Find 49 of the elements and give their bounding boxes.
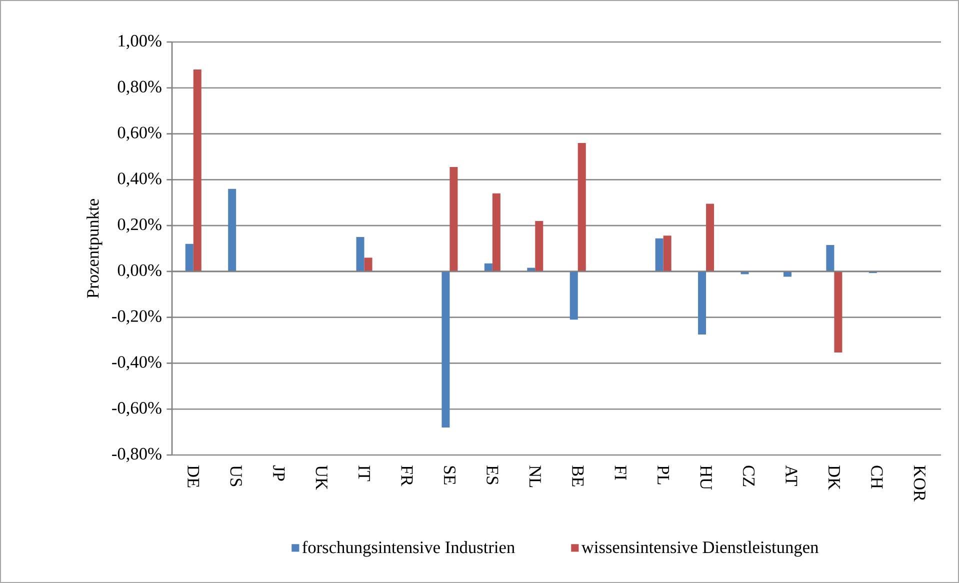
bar <box>442 271 450 428</box>
legend-label: wissensintensive Dienstleistungen <box>581 540 818 557</box>
x-tick-label: KOR <box>914 466 926 502</box>
bar <box>185 244 194 272</box>
bar <box>663 236 672 272</box>
bar <box>450 167 458 272</box>
y-tick-label: 1,00% <box>118 34 162 50</box>
x-tick-label: AT <box>786 465 798 486</box>
y-tick-label: 0,00% <box>118 264 162 279</box>
bar <box>535 220 544 272</box>
x-tick-label: SE <box>444 466 456 484</box>
x-tick-label: ES <box>486 466 498 484</box>
y-tick-label: -0,20% <box>112 310 162 324</box>
y-tick-label: -0,60% <box>112 402 162 416</box>
y-axis-title: Prozentpunkte <box>86 199 102 298</box>
bar <box>706 204 714 272</box>
x-tick-label: DE <box>188 466 200 488</box>
bar <box>484 263 492 272</box>
y-tick-label: -0,80% <box>112 448 162 462</box>
bar <box>655 238 664 272</box>
y-tick-label: 0,20% <box>118 218 162 233</box>
y-tick-label: 0,60% <box>118 126 162 141</box>
bar <box>356 237 364 272</box>
x-tick-label: UK <box>316 465 328 490</box>
x-tick-label: FR <box>401 466 413 486</box>
x-tick-label: PL <box>658 466 669 484</box>
bar <box>698 271 706 335</box>
bar <box>228 188 236 272</box>
x-tick-label: IT <box>358 466 370 482</box>
legend-label: forschungsintensive Industrien <box>302 540 515 557</box>
x-tick-label: NL <box>529 466 541 488</box>
bar <box>578 142 586 272</box>
x-tick-label: FI <box>614 466 626 480</box>
bar <box>193 70 202 272</box>
x-tick-label: CZ <box>742 466 755 486</box>
x-tick-label: CH <box>871 466 883 489</box>
bar <box>826 245 834 272</box>
y-tick-label: 0,40% <box>118 172 162 187</box>
y-tick-label: 0,80% <box>118 80 162 95</box>
bar <box>834 271 842 352</box>
bar <box>492 193 500 272</box>
bar <box>570 271 578 320</box>
x-tick-label: JP <box>273 465 285 481</box>
x-tick-label: BE <box>572 466 584 486</box>
x-tick-label: DK <box>828 466 840 490</box>
y-tick-label: -0,40% <box>112 356 162 370</box>
bar <box>364 258 372 272</box>
x-tick-label: US <box>230 465 242 486</box>
x-tick-label: HU <box>700 466 712 490</box>
